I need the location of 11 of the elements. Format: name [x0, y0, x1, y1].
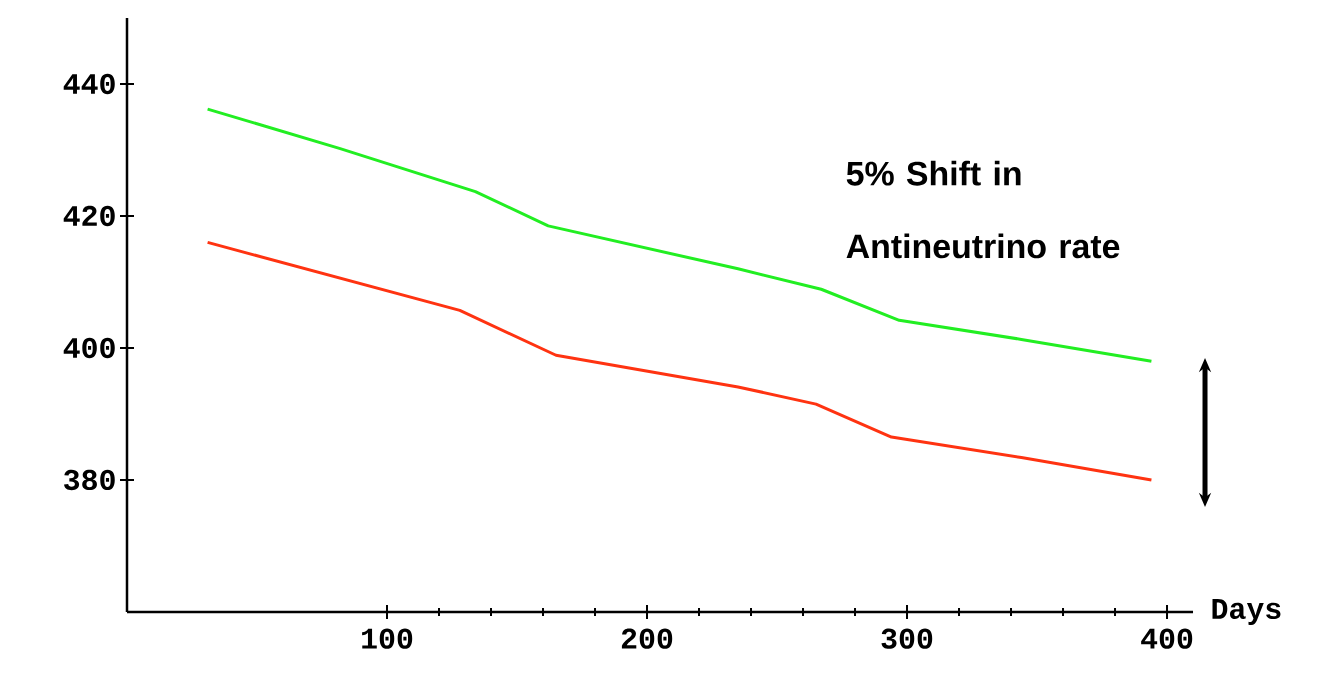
x-tick-label: 100 — [362, 628, 413, 649]
x-tick-label: 300 — [881, 628, 933, 649]
line-series — [206, 107, 1153, 363]
y-tick-label: 380 — [64, 469, 115, 491]
y-tick-label: 440 — [63, 73, 115, 95]
y-tick-label: 400 — [63, 337, 115, 359]
text: 5% Shift in Antineutrino rate — [846, 160, 1120, 259]
y-tick-label: 420 — [63, 205, 115, 227]
x-axis-title: Days — [1212, 599, 1281, 625]
x-tick-label: 400 — [1141, 628, 1193, 649]
x-tick-label: 200 — [621, 628, 673, 649]
